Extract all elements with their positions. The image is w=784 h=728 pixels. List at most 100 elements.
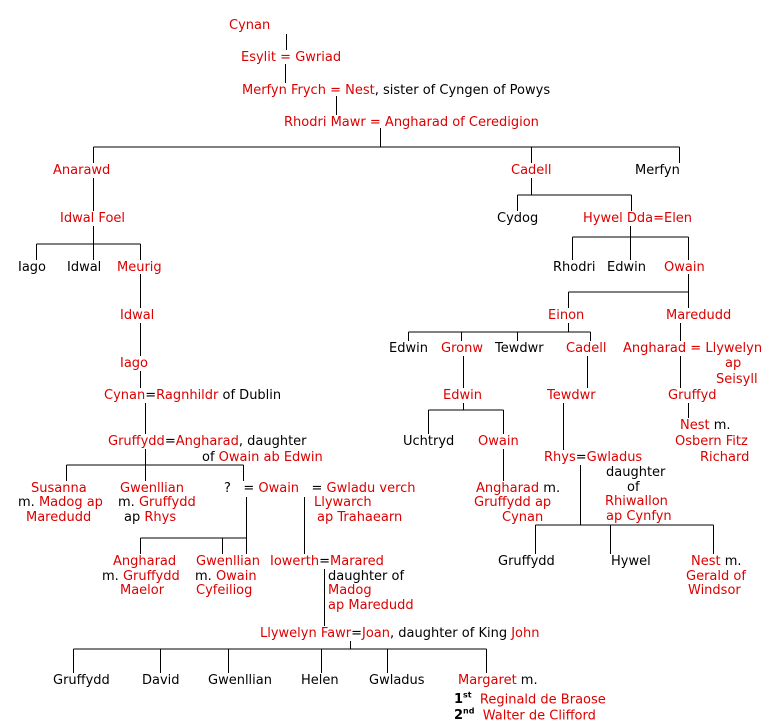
couple-margaret: Margaret m.	[458, 673, 538, 688]
person-tewdwr: Tewdwr	[495, 341, 544, 356]
person-gruffydd-maelor-line: Maelor	[120, 583, 165, 598]
person-ragnhildr: Ragnhildr	[156, 388, 219, 403]
couple-nest-gerald: Nest m.	[691, 554, 742, 569]
person-owain-3: Owain	[258, 481, 300, 496]
person-gwladu-llywarch: Llywarch	[314, 495, 372, 510]
person-rhodri: Rhodri	[553, 260, 596, 275]
person-joan: Joan	[362, 626, 390, 641]
couple-owain-gwladu: ? = Owain = Gwladu verch	[224, 481, 416, 496]
person-gwenllian-2: Gwenllian	[196, 554, 260, 569]
person-nest-2: Nest	[680, 418, 710, 433]
person-cadell: Cadell	[511, 163, 552, 178]
person-seisyll-line: Seisyll	[716, 372, 758, 387]
note-gwenllian-2-married: m. Owain	[195, 569, 257, 584]
person-gruffydd-ap-cynan: Gruffydd ap	[474, 495, 552, 510]
margaret-second-husband: 2nd Walter de Clifford	[454, 707, 596, 724]
couple-esylit-gwriad: Esylit = Gwriad	[241, 50, 342, 65]
person-angharad-3: Angharad	[476, 481, 540, 496]
couple-rhodri-angharad: Rhodri Mawr = Angharad of Ceredigion	[284, 115, 539, 130]
person-gruffydd-ap-rhys: Gruffydd	[138, 495, 196, 510]
person-uchtryd: Uchtryd	[403, 434, 455, 449]
person-iago: Iago	[18, 260, 47, 275]
person-llywelyn-ap-seisyll: Llywelyn	[705, 341, 763, 356]
person-edwin-2: Edwin	[389, 341, 428, 356]
note-gwenllian-ap-rhys: ap Rhys	[124, 510, 177, 525]
couple-angharad-llywelyn: Angharad = Llywelyn	[623, 341, 763, 356]
person-iago-2: Iago	[120, 356, 149, 371]
couple-angharad-gruffydd: Angharad m.	[476, 481, 561, 496]
person-llywelyn-ap-line: ap	[725, 356, 742, 371]
person-owain-ab-edwin: Owain ab Edwin	[218, 450, 323, 465]
person-anarawd: Anarawd	[53, 163, 111, 178]
person-gwladu-ap-trahaearn: ap Trahaearn	[317, 510, 403, 525]
person-reginald-de-braose: Reginald de Braose	[479, 692, 606, 708]
note-daughter: daughter	[606, 465, 666, 480]
person-king-john: John	[511, 626, 540, 641]
couple-gruffydd-angharad: Gruffydd=Angharad, daughter	[108, 434, 307, 449]
couple-cynan-ragnhildr: Cynan=Ragnhildr of Dublin	[104, 388, 282, 403]
person-gwladus-2: Gwladus	[369, 673, 425, 688]
person-osbern-richard: Richard	[700, 450, 750, 465]
person-angharad-4: Angharad	[113, 554, 177, 569]
person-rhiwallon-ap-cynfyn: ap Cynfyn	[606, 509, 672, 524]
person-llywelyn-fawr: Llywelyn Fawr	[260, 626, 352, 641]
person-owain-cyfeiliog: Owain	[215, 569, 257, 584]
person-maredudd: Maredudd	[666, 308, 732, 323]
person-iowerth: Iowerth	[270, 554, 320, 569]
person-gwladus: Gwladus	[586, 450, 643, 465]
person-gwladu-verch: Gwladu verch	[326, 481, 416, 496]
person-nest-3: Nest	[691, 554, 721, 569]
person-einon: Einon	[548, 308, 585, 323]
person-gruffydd-maelor: Gruffydd	[122, 569, 180, 584]
person-idwal-2: Idwal	[120, 308, 155, 323]
person-cynan-2: Cynan	[104, 388, 146, 403]
person-susanna: Susanna	[31, 481, 87, 496]
person-meurig: Meurig	[117, 260, 162, 275]
person-esylit: Esylit	[241, 50, 277, 65]
note-gwenllian-married: m. Gruffydd	[118, 495, 196, 510]
person-gruffydd-3: Gruffydd	[53, 673, 110, 688]
person-cadell-2: Cadell	[566, 341, 607, 356]
person-owain-cyfeiliog-line: Cyfeiliog	[196, 583, 253, 598]
person-madog: Madog	[328, 583, 372, 598]
person-owain-2: Owain	[478, 434, 519, 449]
couple-hywel-elen: Hywel Dda=Elen	[583, 211, 693, 226]
note-of: of	[627, 480, 640, 495]
person-gruffydd-cynan-line: Cynan	[502, 510, 544, 525]
person-merfyn: Merfyn	[635, 163, 680, 178]
person-gruffydd: Gruffydd	[108, 434, 165, 449]
margaret-first-husband: 1st Reginald de Braose	[454, 691, 606, 708]
person-rhiwallon: Rhiwallon	[605, 494, 668, 509]
person-nest: Nest	[345, 83, 375, 98]
couple-rhys-gwladus: Rhys=Gwladus	[544, 450, 643, 465]
person-edwin-3: Edwin	[443, 388, 482, 403]
person-gerald-windsor-line: Windsor	[688, 583, 741, 598]
person-gerald-of-windsor: Gerald of	[686, 569, 746, 584]
person-gruffydd-2: Gruffydd	[498, 554, 555, 569]
person-rhodri-mawr: Rhodri Mawr	[284, 115, 366, 130]
person-merfyn-frych: Merfyn Frych	[242, 83, 326, 98]
note-susanna-married: m. Madog ap	[18, 495, 103, 510]
person-tewdwr-2: Tewdwr	[547, 388, 596, 403]
person-madog-ap-maredudd-2: ap Maredudd	[328, 598, 414, 613]
person-osbern-fitz: Osbern Fitz	[675, 434, 748, 449]
couple-merfyn-nest: Merfyn Frych = Nest, sister of Cyngen of…	[242, 83, 551, 98]
note-daughter-of: daughter of	[328, 569, 405, 584]
person-gronw: Gronw	[441, 341, 483, 356]
person-madog-ap-maredudd: Madog ap	[38, 495, 103, 510]
person-angharad-2: Angharad	[175, 434, 239, 449]
note-of-owain-ab-edwin: of Owain ab Edwin	[202, 450, 323, 465]
person-hywel-dda: Hywel Dda	[583, 211, 654, 226]
person-angharad-of-ceredigion: Angharad of Ceredigion	[384, 115, 539, 130]
couple-llywelyn-joan: Llywelyn Fawr=Joan, daughter of King Joh…	[260, 626, 540, 641]
person-helen: Helen	[301, 673, 339, 688]
couple-iowerth-marared: Iowerth=Marared	[270, 554, 384, 569]
person-idwal-foel: Idwal Foel	[60, 211, 126, 226]
person-gwenllian: Gwenllian	[120, 481, 184, 496]
person-owain: Owain	[664, 260, 705, 275]
person-david: David	[142, 673, 180, 688]
person-marared: Marared	[330, 554, 384, 569]
person-rhys: Rhys	[544, 450, 576, 465]
